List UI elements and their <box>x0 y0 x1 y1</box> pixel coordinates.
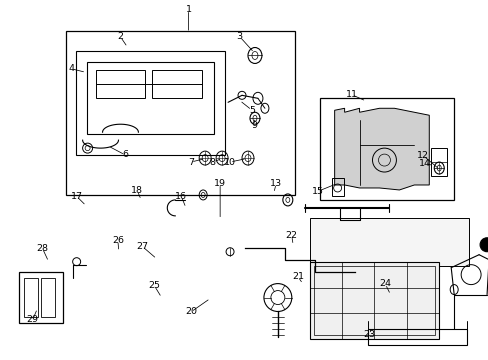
Text: 23: 23 <box>363 330 374 339</box>
Bar <box>319 98 453 200</box>
Bar <box>19 272 62 323</box>
Text: 29: 29 <box>26 315 39 324</box>
Bar <box>95 71 145 98</box>
Text: 4: 4 <box>68 64 75 73</box>
Bar <box>313 266 434 336</box>
Text: 6: 6 <box>122 150 128 159</box>
Bar <box>41 278 55 318</box>
Text: 16: 16 <box>175 192 187 201</box>
Bar <box>152 71 202 98</box>
Bar <box>24 278 38 318</box>
Text: 15: 15 <box>311 187 323 196</box>
Ellipse shape <box>479 238 488 252</box>
Text: 9: 9 <box>251 121 257 130</box>
Text: 17: 17 <box>70 192 82 201</box>
Text: 26: 26 <box>112 236 123 245</box>
Bar <box>309 262 438 339</box>
Text: 2: 2 <box>117 32 123 41</box>
Text: 12: 12 <box>416 151 428 160</box>
Text: 8: 8 <box>209 158 215 167</box>
Text: 21: 21 <box>291 272 304 281</box>
Text: 20: 20 <box>184 307 197 316</box>
Text: 28: 28 <box>36 244 48 253</box>
Bar <box>309 218 468 266</box>
Text: 11: 11 <box>345 90 357 99</box>
Text: 1: 1 <box>185 5 191 14</box>
Text: 13: 13 <box>269 179 282 188</box>
Text: 5: 5 <box>248 105 254 114</box>
Text: 10: 10 <box>224 158 235 167</box>
Text: 25: 25 <box>148 281 160 290</box>
Bar <box>86 62 214 134</box>
Bar <box>367 329 466 345</box>
Bar <box>76 50 224 155</box>
Text: 27: 27 <box>136 242 148 251</box>
Text: 24: 24 <box>379 279 390 288</box>
Bar <box>430 148 447 176</box>
Text: 22: 22 <box>285 231 297 240</box>
Text: 14: 14 <box>418 159 430 168</box>
Bar <box>65 31 294 195</box>
Text: 18: 18 <box>131 186 143 195</box>
Text: 7: 7 <box>187 158 194 167</box>
Text: 19: 19 <box>214 179 225 188</box>
Polygon shape <box>334 108 428 190</box>
Text: 3: 3 <box>236 32 242 41</box>
Bar <box>331 178 343 196</box>
